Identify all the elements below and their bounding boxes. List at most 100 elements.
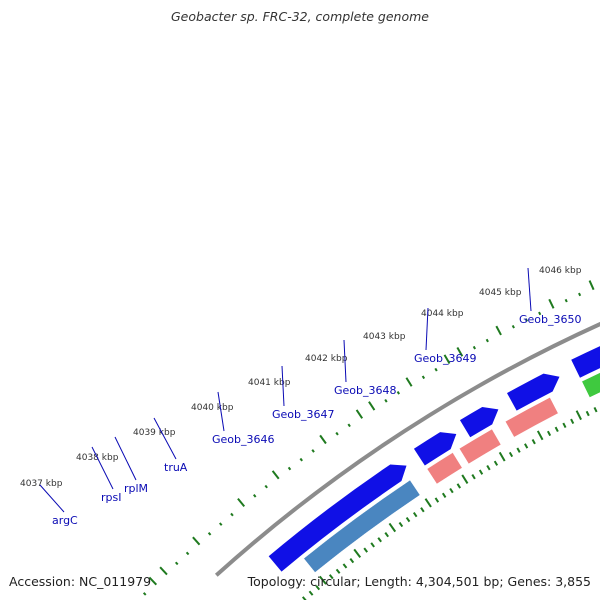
scale-tick (471, 474, 476, 480)
gc-tick (148, 576, 158, 586)
scale-tick (412, 511, 418, 518)
kbp-label: 4045 kbp (479, 288, 522, 298)
scale-tick (363, 547, 368, 553)
gc-tick (299, 457, 303, 462)
gene-label: argC (52, 514, 78, 527)
scale-tick (420, 507, 425, 513)
gc-tick (396, 391, 401, 395)
gene-label: Geob_3648 (334, 384, 397, 397)
scale-tick (398, 521, 404, 528)
scale-tick (478, 469, 484, 475)
kbp-label: 4041 kbp (248, 378, 291, 388)
kbp-label: 4043 kbp (363, 332, 406, 342)
gc-tick (230, 512, 234, 517)
scale-tick (524, 443, 529, 449)
inner-strand-features (303, 372, 600, 573)
gene-label: Geob_3646 (212, 433, 275, 446)
gene-leader-line (39, 484, 65, 513)
scale-tick (308, 590, 314, 596)
gene-leader-line (425, 307, 429, 351)
gc-tick (434, 367, 438, 372)
gene-block-argC (303, 479, 421, 573)
gc-tick (384, 398, 388, 403)
gc-tick (524, 318, 529, 322)
kbp-label: 4042 kbp (305, 354, 348, 364)
scale-tick (441, 492, 447, 498)
gc-tick (405, 377, 413, 387)
gene-leader-line (114, 436, 137, 481)
gene-label: Geob_3649 (414, 352, 477, 365)
kbp-label: 4046 kbp (539, 266, 582, 276)
cds-arrow (459, 406, 499, 438)
gene-leader-line (91, 446, 114, 490)
scale-ticks (301, 406, 598, 600)
gc-tick (264, 484, 268, 489)
gc-tick (443, 354, 451, 365)
gc-tick (511, 324, 515, 329)
gene-label: Geob_3647 (272, 408, 335, 421)
scale-tick (531, 439, 536, 445)
gc-tick (472, 345, 477, 350)
scale-tick (315, 585, 321, 591)
gc-tick (311, 449, 315, 453)
scale-tick (554, 426, 559, 433)
scale-tick (593, 406, 598, 413)
scale-tick (546, 430, 552, 437)
scale-tick (536, 430, 544, 441)
gene-block-rpsI (426, 452, 463, 485)
scale-tick (377, 537, 382, 543)
scale-tick (388, 522, 397, 533)
gc-tick (578, 292, 582, 297)
scale-tick (461, 474, 469, 484)
scale-tick (585, 410, 590, 417)
gene-leader-line (343, 339, 347, 383)
scale-tick (434, 497, 440, 503)
kbp-label: 4037 kbp (20, 479, 63, 489)
gc-tick (495, 325, 502, 336)
scale-tick (353, 548, 362, 558)
scale-tick (349, 558, 355, 564)
scale-tick (424, 498, 432, 508)
cds-arrow (507, 373, 560, 411)
genome-summary: Topology: circular; Length: 4,304,501 bp… (247, 574, 591, 589)
gc-tick (252, 494, 257, 498)
scale-tick (405, 516, 411, 523)
scale-tick (384, 532, 390, 538)
gc-tick (456, 347, 464, 357)
gene-block-truA (504, 397, 559, 438)
scale-tick (342, 563, 348, 569)
gene-label: rplM (124, 482, 148, 495)
scale-tick (508, 451, 514, 458)
gene-leader-line (527, 267, 532, 312)
gc-tick (538, 311, 542, 316)
gene-leader-line (153, 417, 177, 460)
gc-tick (564, 298, 568, 303)
scale-tick (449, 487, 454, 494)
gene-label: truA (164, 461, 188, 474)
gc-tick (174, 561, 179, 566)
scale-tick (498, 451, 506, 462)
scale-tick (335, 568, 341, 574)
accession-label: Accession: NC_011979 (9, 574, 152, 589)
gc-tick (287, 466, 292, 471)
outer-strand-features (268, 346, 600, 572)
scale-tick (328, 574, 334, 580)
scale-tick (575, 410, 582, 421)
gc-skew-ticks (142, 280, 595, 596)
gc-tick (588, 280, 595, 291)
cds-arrow (413, 432, 457, 466)
gc-tick (421, 375, 426, 380)
scale-tick (319, 575, 327, 585)
gc-tick (185, 551, 190, 556)
scale-tick (456, 483, 461, 489)
scale-tick (486, 465, 491, 471)
gc-tick (142, 592, 147, 596)
gene-label: Geob_3650 (519, 313, 582, 326)
gc-tick (335, 431, 339, 436)
gene-block-Geob_3646 (581, 372, 600, 398)
gc-tick (271, 470, 280, 480)
gc-tick (347, 423, 351, 428)
